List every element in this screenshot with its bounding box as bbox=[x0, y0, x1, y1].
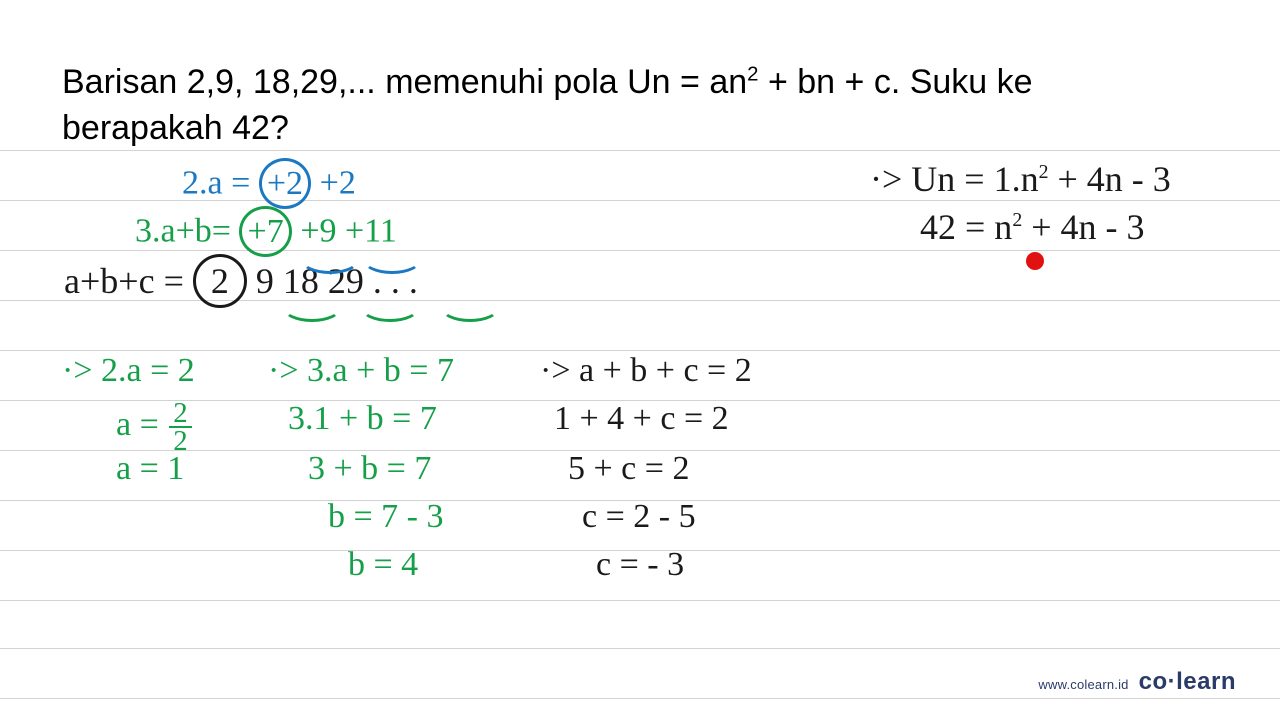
question-line1-pre: Barisan 2,9, 18,29,... memenuhi pola Un … bbox=[62, 63, 747, 101]
pointer-dot bbox=[1026, 252, 1044, 270]
circle-plus2: +2 bbox=[259, 158, 311, 209]
whiteboard-canvas: Barisan 2,9, 18,29,... memenuhi pola Un … bbox=[0, 0, 1280, 720]
solve-a-line: a = 1 bbox=[116, 450, 184, 488]
row-black-prefix: a+b+c = bbox=[64, 261, 184, 301]
question-line2: berapakah 42? bbox=[62, 109, 289, 147]
result-equation: 42 = n2 + 4n - 3 bbox=[920, 206, 1145, 248]
question-sup: 2 bbox=[747, 64, 758, 86]
solve-a-line: ·> 2.a = 2 bbox=[62, 352, 195, 390]
solve-b-line: b = 7 - 3 bbox=[328, 498, 444, 536]
question-text: Barisan 2,9, 18,29,... memenuhi pola Un … bbox=[62, 60, 1200, 152]
circle-2: 2 bbox=[193, 254, 247, 308]
circle-plus7: +7 bbox=[239, 206, 291, 257]
result-un-formula: ·> Un = 1.n2 + 4n - 3 bbox=[870, 158, 1171, 200]
solve-c-line: c = - 3 bbox=[596, 546, 684, 584]
question-line1-post: + bn + c. Suku ke bbox=[759, 63, 1033, 101]
watermark: www.colearn.id co·learn bbox=[1038, 668, 1236, 696]
watermark-brand: co·learn bbox=[1139, 668, 1236, 696]
row-green-prefix: 3.a+b= bbox=[135, 213, 231, 250]
row-blue-rest: +2 bbox=[320, 165, 356, 202]
solve-c-line: 1 + 4 + c = 2 bbox=[554, 400, 729, 438]
solve-b-line: ·> 3.a + b = 7 bbox=[268, 352, 454, 390]
watermark-url: www.colearn.id bbox=[1038, 677, 1128, 692]
solve-c-line: ·> a + b + c = 2 bbox=[540, 352, 752, 390]
solve-b-line: b = 4 bbox=[348, 546, 418, 584]
row-blue-prefix: 2.a = bbox=[182, 165, 250, 202]
row-first-diff: 3.a+b= +7 +9 +11 bbox=[135, 206, 397, 257]
solve-b-line: 3.1 + b = 7 bbox=[288, 400, 437, 438]
solve-b-line: 3 + b = 7 bbox=[308, 450, 431, 488]
solve-c-line: c = 2 - 5 bbox=[582, 498, 696, 536]
solve-c-line: 5 + c = 2 bbox=[568, 450, 689, 488]
row-second-diff: 2.a = +2 +2 bbox=[182, 158, 356, 209]
solve-a-line: a = 22 bbox=[116, 400, 194, 454]
